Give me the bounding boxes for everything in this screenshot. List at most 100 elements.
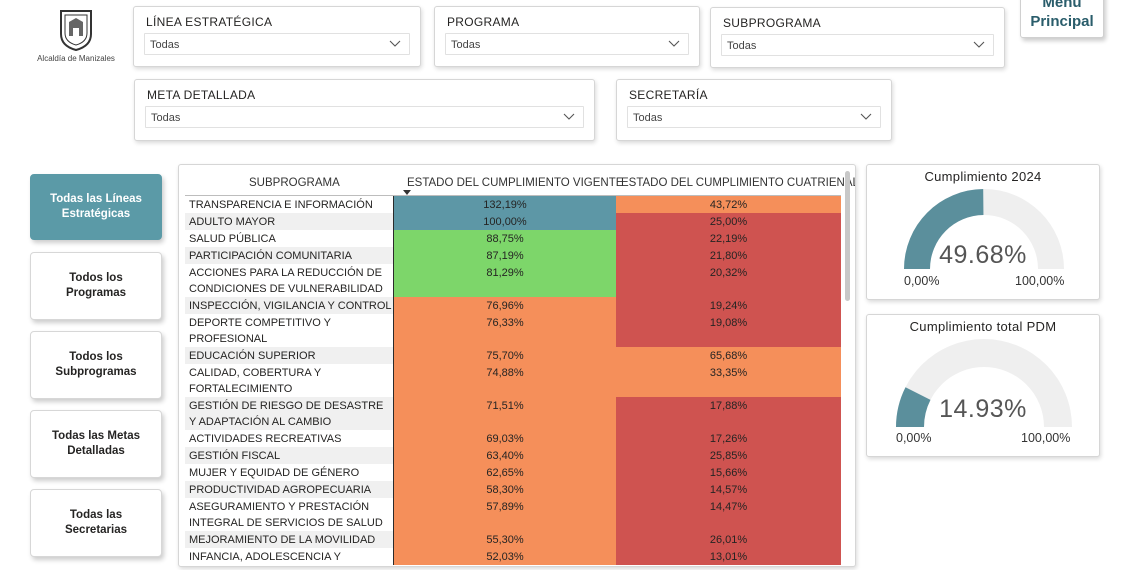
logo-caption: Alcaldía de Manizales: [37, 54, 115, 63]
gauge-card-2024: Cumplimiento 2024 49.68% 0,00% 100,00%: [866, 164, 1100, 300]
cuatrienal-cell: 25,85%: [616, 447, 841, 464]
table-row[interactable]: ACCIONES PARA LA REDUCCIÓN DE CONDICIONE…: [185, 264, 841, 297]
table-row[interactable]: ACTIVIDADES RECREATIVAS 69,03% 17,26%: [185, 430, 841, 447]
table-row[interactable]: PRODUCTIVIDAD AGROPECUARIA 58,30% 14,57%: [185, 481, 841, 498]
table-row[interactable]: INSPECCIÓN, VIGILANCIA Y CONTROL 76,96% 19…: [185, 297, 841, 314]
nav-label: Todos los Subprogramas: [55, 351, 137, 378]
table-row[interactable]: PARTICIPACIÓN COMUNITARIA 87,19% 21,80%: [185, 247, 841, 264]
slicer-title: SECRETARÍA: [629, 88, 708, 102]
cuatrienal-cell: 65,68%: [616, 347, 841, 364]
subprograma-cell: PRODUCTIVIDAD AGROPECUARIA: [189, 483, 372, 496]
vigente-cell: 100,00%: [393, 213, 616, 230]
nav-label: Todas las Secretarias: [64, 509, 128, 536]
gauge-2024: [904, 189, 1064, 269]
gauge-title: Cumplimiento 2024: [924, 169, 1042, 184]
gauge-card-pdm: Cumplimiento total PDM 14.93% 0,00% 100,…: [866, 314, 1100, 457]
slicer-linea-estrategica[interactable]: LÍNEA ESTRATÉGICA Todas: [133, 6, 421, 67]
header-divider: [185, 195, 841, 196]
menu-principal-button[interactable]: Menú Principal: [1020, 0, 1104, 38]
subprograma-cell: CALIDAD, COBERTURA Y FORTALECIMIENTO: [189, 366, 322, 396]
subprograma-cell: GESTIÓN DE RIESGO DE DESASTRE Y ADAPTACI…: [189, 399, 384, 445]
secretaria-dropdown[interactable]: Todas: [627, 106, 881, 128]
subprograma-cell: SALUD PÚBLICA: [189, 232, 276, 245]
subprograma-cell: EDUCACIÓN SUPERIOR: [189, 349, 316, 362]
vigente-cell: 63,40%: [393, 447, 616, 464]
vigente-cell: 132,19%: [393, 196, 616, 213]
gauge-pdm: [896, 339, 1072, 427]
table-row[interactable]: DEPORTE COMPETITIVO Y PROFESIONAL 76,33% 1…: [185, 314, 841, 347]
column-header-subprograma[interactable]: SUBPROGRAMA: [249, 177, 340, 189]
cuatrienal-cell: 19,24%: [616, 297, 841, 314]
chevron-down-icon: [389, 40, 401, 47]
subprograma-dropdown[interactable]: Todas: [721, 34, 994, 56]
table-row[interactable]: ASEGURAMIENTO Y PRESTACIÓN INTEGRAL DE S…: [185, 498, 841, 531]
chevron-down-icon: [563, 113, 575, 120]
gauge-max: 100,00%: [1021, 431, 1071, 445]
vigente-cell: 55,30%: [393, 531, 616, 548]
todas-lineas-button[interactable]: Todas las Líneas Estratégicas: [30, 174, 162, 240]
subprograma-cell: INFANCIA, ADOLESCENCIA Y: [189, 550, 342, 563]
slicer-meta-detallada[interactable]: META DETALLADA Todas: [134, 79, 595, 141]
slicer-secretaria[interactable]: SECRETARÍA Todas: [616, 79, 892, 141]
cuatrienal-cell: 19,08%: [616, 314, 841, 347]
todos-subprogramas-button[interactable]: Todos los Subprogramas: [30, 331, 162, 399]
todas-secretarias-button[interactable]: Todas las Secretarias: [30, 489, 162, 557]
gauge-min: 0,00%: [904, 274, 940, 288]
slicer-title: LÍNEA ESTRATÉGICA: [146, 15, 273, 29]
vigente-cell: 71,51%: [393, 397, 616, 430]
table-scrollbar[interactable]: [845, 171, 850, 301]
chevron-down-icon: [860, 113, 872, 120]
slicer-title: SUBPROGRAMA: [723, 16, 821, 30]
gauge-fill: [896, 387, 931, 427]
slicer-subprograma[interactable]: SUBPROGRAMA Todas: [710, 7, 1005, 68]
vigente-cell: 58,30%: [393, 481, 616, 498]
vigente-cell: 87,19%: [393, 247, 616, 264]
gauge-title: Cumplimiento total PDM: [909, 319, 1057, 334]
nav-label: Todos los Programas: [65, 272, 127, 299]
todos-programas-button[interactable]: Todos los Programas: [30, 252, 162, 320]
nav-label: Todas las Metas Detalladas: [52, 430, 140, 457]
table-row[interactable]: ADULTO MAYOR 100,00% 25,00%: [185, 213, 841, 230]
subprograma-table: SUBPROGRAMA ESTADO DEL CUMPLIMIENTO VIGE…: [178, 164, 856, 567]
cuatrienal-cell: 43,72%: [616, 196, 841, 213]
column-header-vigente[interactable]: ESTADO DEL CUMPLIMIENTO VIGENTE: [407, 177, 624, 189]
vigente-cell: 76,33%: [393, 314, 616, 347]
vigente-cell: 75,70%: [393, 347, 616, 364]
subprograma-cell: ASEGURAMIENTO Y PRESTACIÓN INTEGRAL DE S…: [189, 500, 383, 530]
meta-detallada-dropdown[interactable]: Todas: [145, 106, 584, 128]
table-row[interactable]: CALIDAD, COBERTURA Y FORTALECIMIENTO 74,8…: [185, 364, 841, 397]
table-row[interactable]: INFANCIA, ADOLESCENCIA Y 52,03% 13,01%: [185, 548, 841, 565]
subprograma-cell: DEPORTE COMPETITIVO Y PROFESIONAL: [189, 316, 331, 346]
dropdown-value: Todas: [451, 39, 481, 51]
vigente-cell: 62,65%: [393, 464, 616, 481]
vigente-cell: 52,03%: [393, 548, 616, 565]
table-row[interactable]: GESTIÓN FISCAL 63,40% 25,85%: [185, 447, 841, 464]
dropdown-value: Todas: [151, 112, 181, 124]
table-row[interactable]: MUJER Y EQUIDAD DE GÉNERO 62,65% 15,66%: [185, 464, 841, 481]
coat-of-arms-icon: [60, 10, 92, 52]
table-body: TRANSPARENCIA E INFORMACIÓN 132,19% 43,72%…: [185, 196, 841, 565]
table-row[interactable]: MEJORAMIENTO DE LA MOVILIDAD 55,30% 26,01%: [185, 531, 841, 548]
sort-descending-icon: [403, 190, 411, 195]
menu-button-line2: Principal: [1030, 13, 1094, 30]
dropdown-value: Todas: [150, 39, 180, 51]
table-row[interactable]: EDUCACIÓN SUPERIOR 75,70% 65,68%: [185, 347, 841, 364]
table-row[interactable]: SALUD PÚBLICA 88,75% 22,19%: [185, 230, 841, 247]
linea-estrategica-dropdown[interactable]: Todas: [144, 33, 410, 55]
cuatrienal-cell: 14,57%: [616, 481, 841, 498]
gauge-track: [896, 339, 1072, 427]
gauge-min: 0,00%: [896, 431, 932, 445]
slicer-programa[interactable]: PROGRAMA Todas: [434, 6, 700, 67]
cuatrienal-cell: 14,47%: [616, 498, 841, 531]
subprograma-cell: INSPECCIÓN, VIGILANCIA Y CONTROL: [189, 299, 392, 312]
column-header-cuatrienal[interactable]: ESTADO DEL CUMPLIMIENTO CUATRIENAL: [621, 177, 856, 189]
todas-metas-button[interactable]: Todas las Metas Detalladas: [30, 410, 162, 478]
table-header: SUBPROGRAMA ESTADO DEL CUMPLIMIENTO VIGE…: [185, 169, 855, 197]
table-row[interactable]: GESTIÓN DE RIESGO DE DESASTRE Y ADAPTACI…: [185, 397, 841, 445]
vigente-cell: 69,03%: [393, 430, 616, 447]
cuatrienal-cell: 13,01%: [616, 548, 841, 565]
programa-dropdown[interactable]: Todas: [445, 33, 689, 55]
table-row[interactable]: TRANSPARENCIA E INFORMACIÓN 132,19% 43,72%: [185, 196, 841, 213]
alcaldia-logo: Alcaldía de Manizales: [28, 8, 124, 66]
dropdown-value: Todas: [727, 40, 757, 52]
